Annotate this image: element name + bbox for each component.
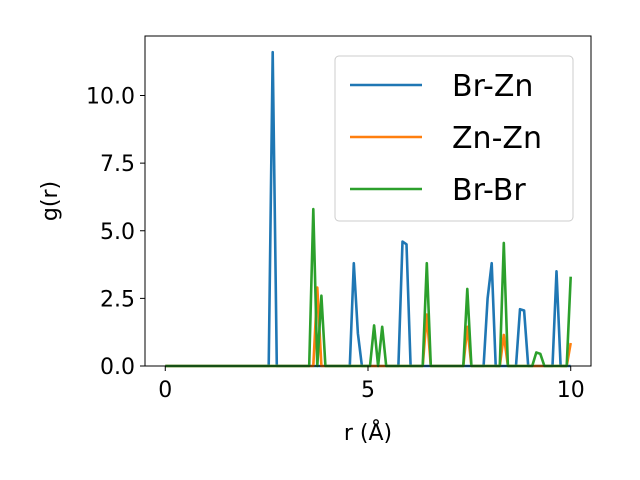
x-tick-label: 0 — [158, 378, 172, 403]
x-axis-label: r (Å) — [344, 419, 392, 446]
y-axis: 0.0 2.5 5.0 7.5 10.0 — [86, 85, 145, 380]
y-axis-label: g(r) — [38, 181, 63, 221]
y-tick-label: 0.0 — [100, 355, 135, 380]
legend-label-br-br: Br-Br — [452, 173, 526, 208]
y-tick-label: 5.0 — [100, 220, 135, 245]
x-tick-label: 5 — [361, 378, 375, 403]
y-tick-label: 10.0 — [86, 85, 135, 110]
y-tick-label: 7.5 — [100, 152, 135, 177]
x-tick-label: 10 — [557, 378, 585, 403]
series-line-br-br — [165, 207, 572, 368]
y-tick-label: 2.5 — [100, 287, 135, 312]
legend-label-zn-zn: Zn-Zn — [452, 121, 542, 156]
legend-label-br-zn: Br-Zn — [452, 69, 533, 104]
legend-box — [334, 55, 574, 222]
legend: Br-Zn Zn-Zn Br-Br — [334, 55, 574, 222]
series-line-zn-zn — [165, 286, 572, 368]
x-axis: 0 5 10 — [158, 366, 585, 403]
